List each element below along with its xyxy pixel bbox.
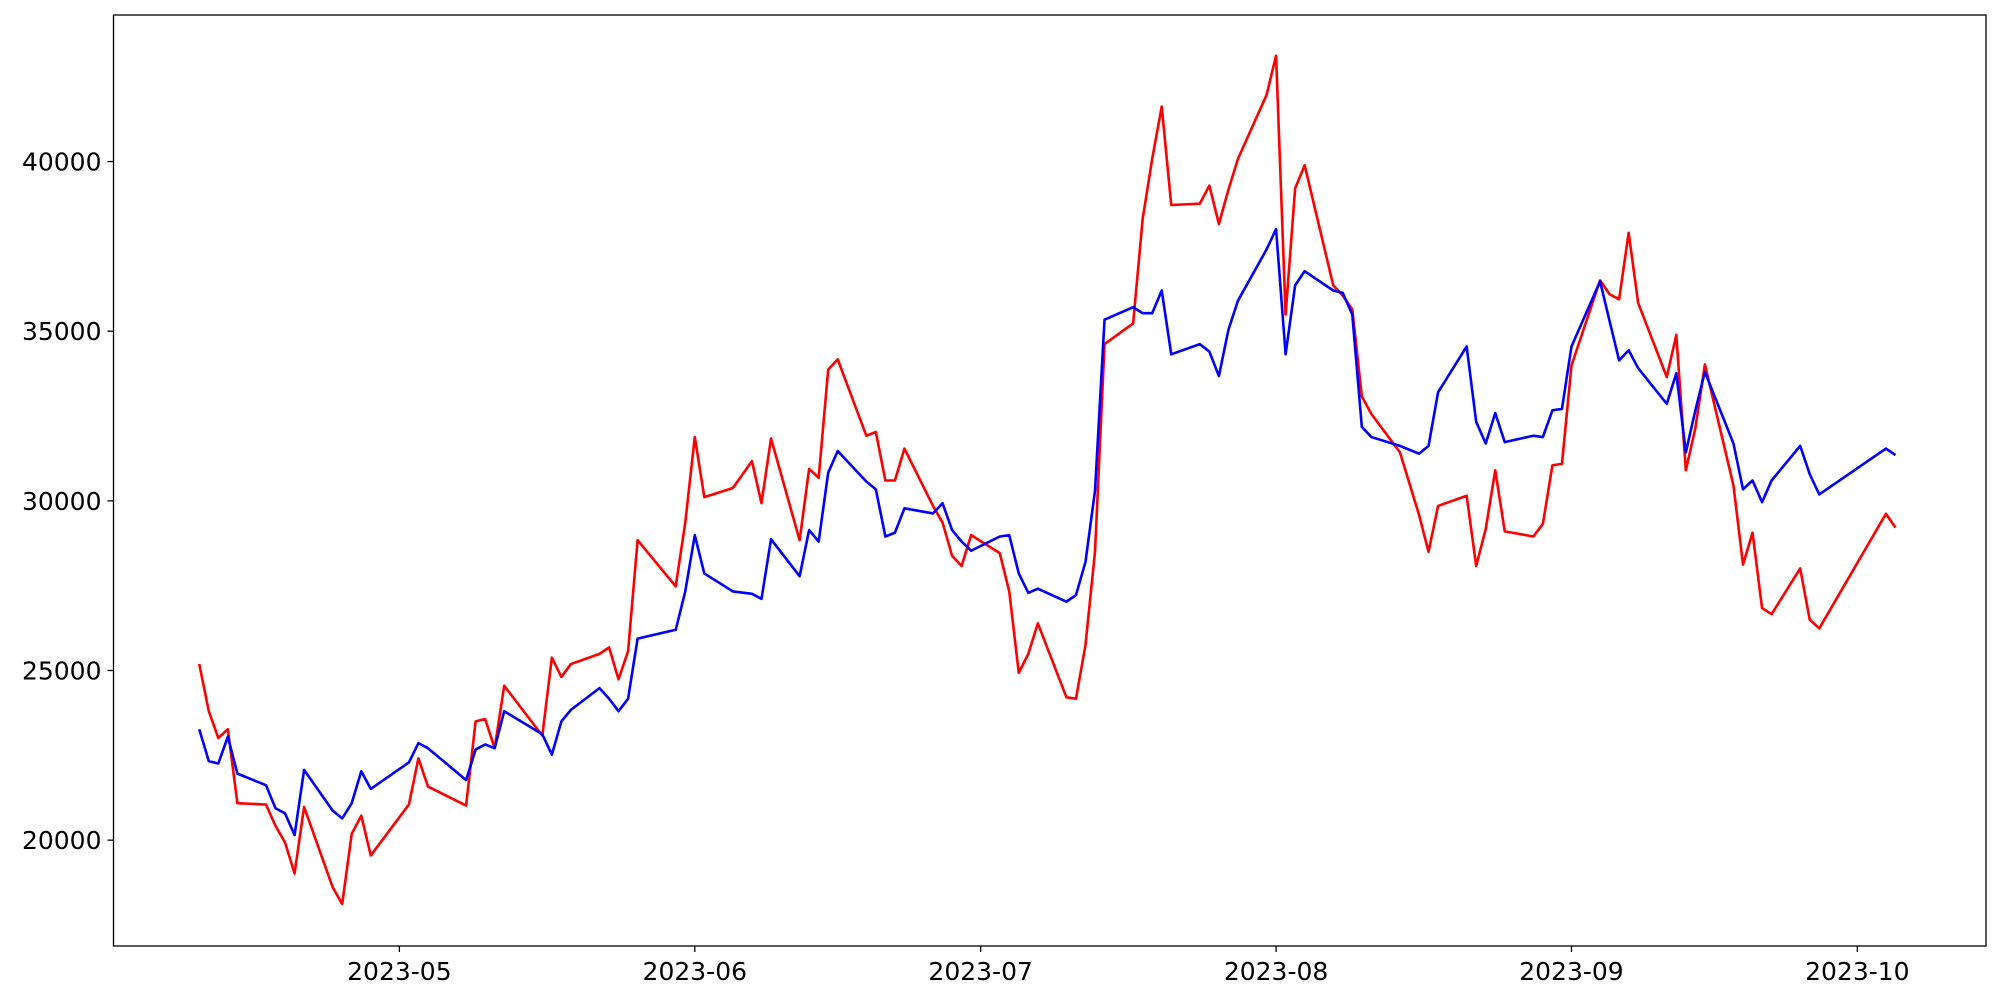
x-tick-label: 2023-10 — [1805, 957, 1909, 986]
x-tick-label: 2023-07 — [928, 957, 1032, 986]
x-tick-label: 2023-09 — [1519, 957, 1623, 986]
x-tick-label: 2023-08 — [1224, 957, 1328, 986]
plot-frame — [112, 14, 1987, 947]
y-tick-label: 40000 — [22, 148, 102, 177]
y-tick-label: 20000 — [22, 826, 102, 855]
y-tick-label: 35000 — [22, 317, 102, 346]
y-tick-label: 30000 — [22, 487, 102, 516]
series-line — [197, 54, 1897, 906]
x-tick-label: 2023-06 — [643, 957, 747, 986]
x-tick-label: 2023-05 — [347, 957, 451, 986]
series-line — [198, 227, 1897, 837]
y-tick-label: 25000 — [22, 657, 102, 686]
